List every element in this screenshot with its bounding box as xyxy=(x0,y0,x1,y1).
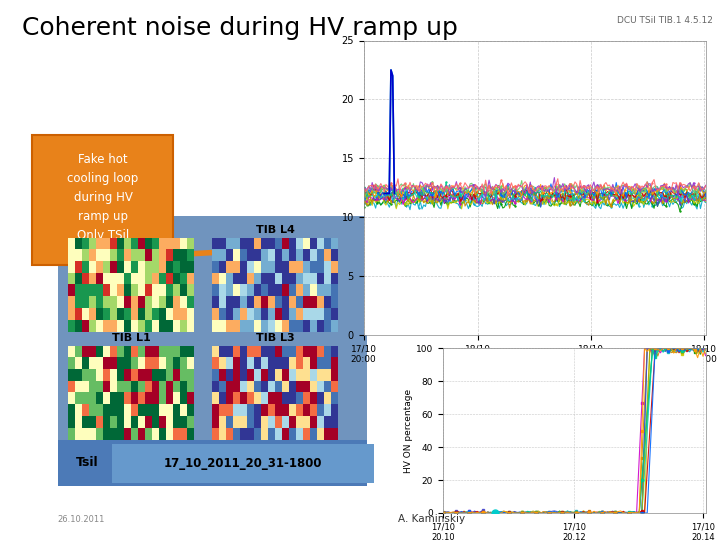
Text: TIB L2: TIB L2 xyxy=(112,225,151,235)
Text: Fake hot
cooling loop
during HV
ramp up
Only TSil: Fake hot cooling loop during HV ramp up … xyxy=(68,153,138,241)
FancyBboxPatch shape xyxy=(58,440,367,486)
Text: A. Kaminskiy: A. Kaminskiy xyxy=(398,514,466,524)
Text: 17_10_2011_20_31-1800: 17_10_2011_20_31-1800 xyxy=(163,457,322,470)
FancyBboxPatch shape xyxy=(112,444,374,483)
Text: ·: · xyxy=(487,312,492,330)
Text: 26.10.2011: 26.10.2011 xyxy=(58,515,105,524)
Text: TIB L4: TIB L4 xyxy=(256,225,295,235)
Text: DCU TSil TIB.1 4.5.12: DCU TSil TIB.1 4.5.12 xyxy=(617,16,713,25)
Text: TIB L3: TIB L3 xyxy=(256,333,295,343)
Text: Tsil: Tsil xyxy=(76,456,98,469)
FancyBboxPatch shape xyxy=(58,216,367,486)
Text: Coherent noise during HV ramp up: Coherent noise during HV ramp up xyxy=(22,16,457,40)
Text: TIB L1: TIB L1 xyxy=(112,333,151,343)
Text: ·: · xyxy=(616,312,622,330)
FancyBboxPatch shape xyxy=(32,135,173,265)
Y-axis label: HV ON percentage: HV ON percentage xyxy=(404,389,413,472)
